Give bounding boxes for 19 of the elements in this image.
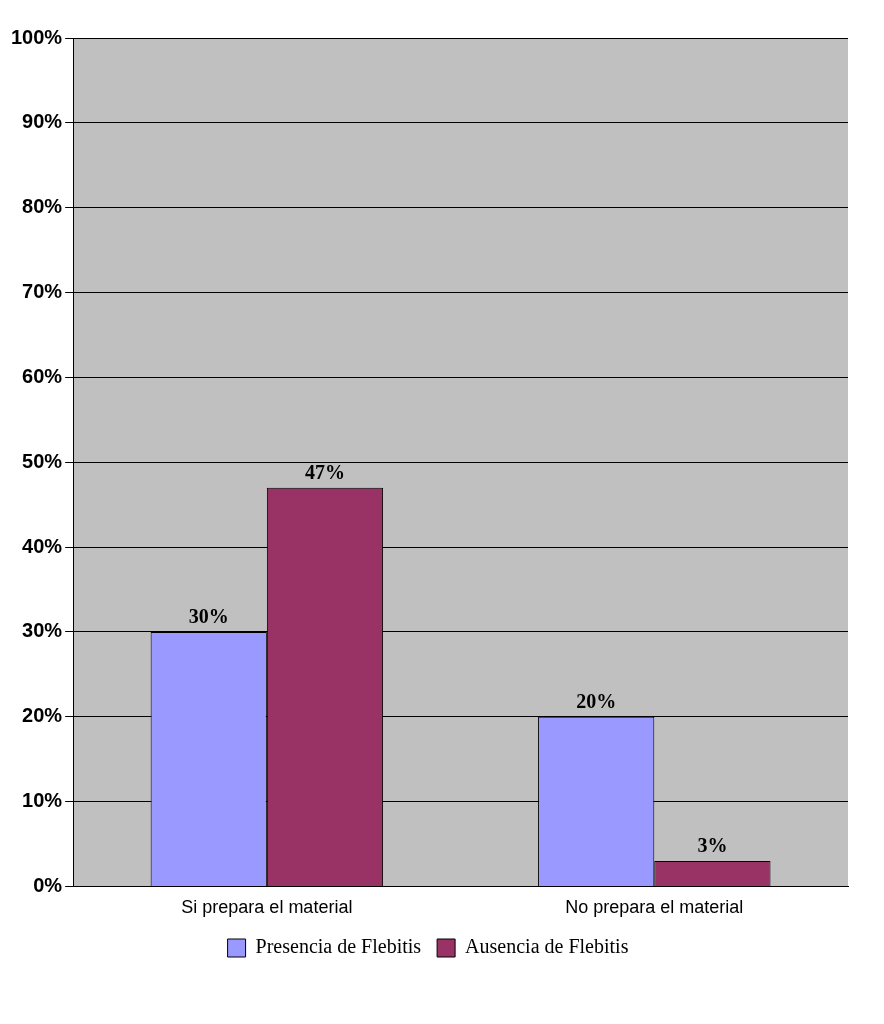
y-tick-label: 40%: [22, 534, 63, 557]
x-tick-label: Si prepara el material: [181, 897, 353, 918]
legend-label: Presencia de Flebitis: [255, 935, 422, 958]
data-label: 20%: [576, 689, 617, 712]
y-tick-label: 20%: [22, 704, 63, 727]
y-tick-label: 30%: [22, 619, 63, 642]
data-label: 3%: [697, 834, 728, 857]
legend-label: Ausencia de Flebitis: [465, 935, 629, 958]
y-tick-label: 10%: [22, 789, 63, 812]
y-tick-label: 60%: [22, 364, 63, 387]
y-tick-label: 100%: [11, 25, 63, 48]
y-tick-label: 70%: [22, 280, 63, 303]
x-tick-label: No prepara el material: [565, 897, 744, 918]
y-tick-label: 0%: [33, 873, 63, 896]
data-label: 47%: [304, 460, 345, 483]
y-tick-label: 90%: [22, 110, 63, 133]
y-tick-label: 80%: [22, 195, 63, 218]
data-label: 30%: [188, 605, 229, 628]
y-tick-label: 50%: [22, 449, 63, 472]
